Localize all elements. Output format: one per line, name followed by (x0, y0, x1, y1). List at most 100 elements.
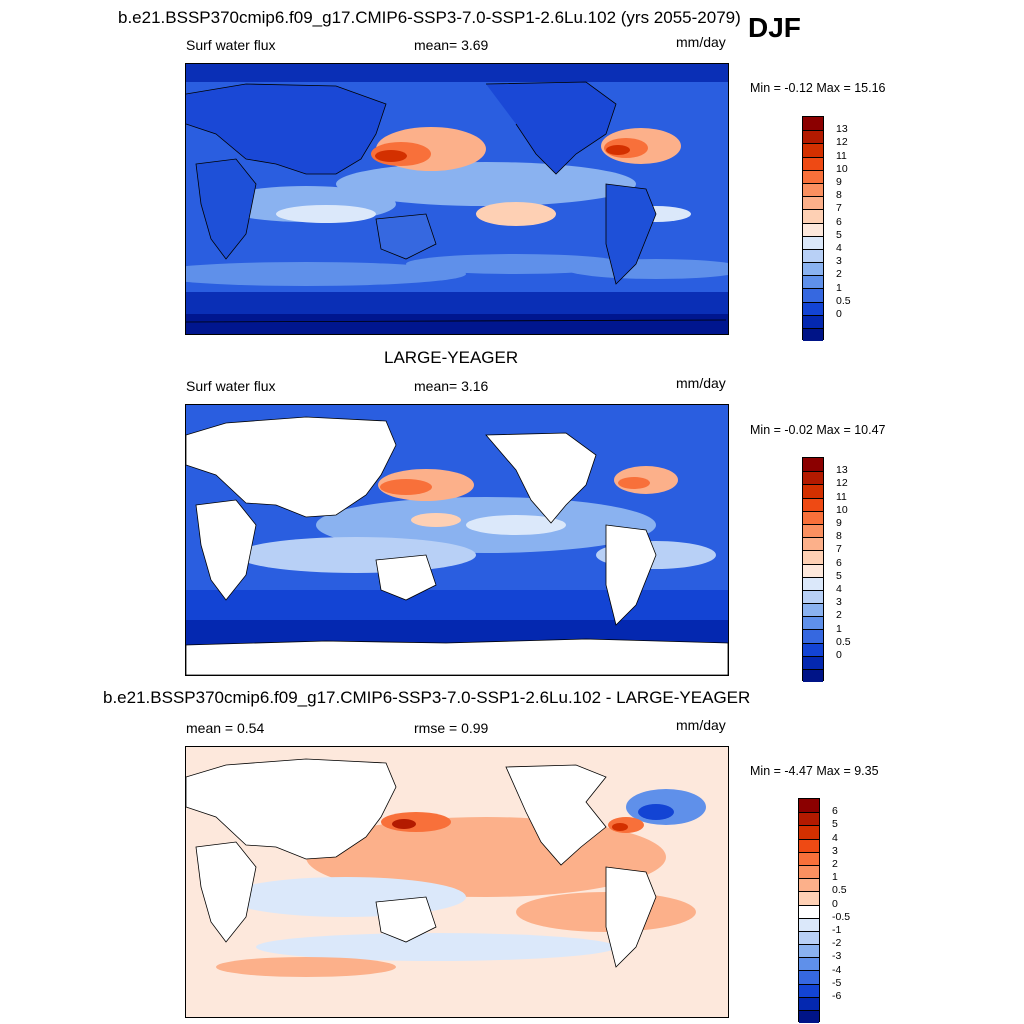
colorbar-tick-label: 3 (836, 596, 842, 609)
colorbar-tick-label: 2 (832, 858, 838, 870)
colorbar-segment (803, 603, 823, 617)
colorbar-segment (803, 262, 823, 276)
colorbar-segment (803, 156, 823, 170)
colorbar-segment (799, 930, 819, 945)
panel-3-mean-label: mean = 0.54 (186, 720, 265, 736)
colorbar-tick-label: -4 (832, 963, 842, 976)
colorbar-segment (803, 550, 823, 564)
colorbar-tick-label: 4 (832, 831, 838, 844)
colorbar-tick-label: 2 (836, 609, 842, 622)
colorbar-tick-label: 1 (836, 281, 842, 294)
colorbar-segment (803, 328, 823, 342)
colorbar-segment (799, 825, 819, 839)
colorbar-segment (803, 169, 823, 183)
panel-2-mean-label: mean= 3.16 (414, 378, 489, 394)
panel-1-map (185, 63, 729, 335)
colorbar-segment (803, 314, 823, 328)
colorbar-segment (799, 838, 819, 852)
colorbar-tick-label: 2 (836, 268, 842, 281)
colorbar-tick-label: 1 (832, 871, 838, 884)
panel-1-minmax-label: Min = -0.12 Max = 15.16 (750, 81, 886, 95)
colorbar-segment (803, 576, 823, 590)
colorbar-segment (799, 799, 819, 813)
colorbar-segment (803, 537, 823, 551)
colorbar-segment (799, 996, 819, 1010)
colorbar-tick-label: 4 (836, 242, 842, 254)
colorbar-tick-label: -2 (832, 937, 842, 950)
colorbar-tick-label: 13 (836, 464, 848, 477)
colorbar-tick-label: 0 (836, 649, 842, 661)
colorbar-segment (799, 957, 819, 971)
colorbar-tick-label: 0.5 (832, 884, 847, 897)
colorbar-segment (799, 983, 819, 997)
colorbar-tick-label: 1 (836, 622, 842, 635)
colorbar-tick-label: 5 (836, 569, 842, 582)
panel-1-title: b.e21.BSSP370cmip6.f09_g17.CMIP6-SSP3-7.… (118, 8, 741, 27)
panel-3-minmax-label: Min = -4.47 Max = 9.35 (750, 764, 879, 778)
panel-2-variable-label: Surf water flux (186, 378, 276, 394)
colorbar-tick-label: 6 (832, 805, 838, 818)
colorbar-segment (799, 878, 819, 892)
colorbar-segment (803, 616, 823, 630)
colorbar-segment (803, 301, 823, 315)
panel-2-unit-label: mm/day (676, 375, 726, 391)
colorbar-segment (803, 655, 823, 669)
panel-3-map (185, 746, 729, 1018)
season-label: DJF (748, 12, 801, 43)
panel-1-mean-label: mean= 3.69 (414, 37, 489, 53)
colorbar-segment (803, 143, 823, 157)
colorbar-segment (803, 117, 823, 131)
colorbar-tick-label: 3 (832, 844, 838, 857)
colorbar-segment (803, 563, 823, 577)
panel-3-rmse-label: rmse = 0.99 (414, 720, 489, 736)
colorbar-segment (803, 130, 823, 144)
panel-1-unit-label: mm/day (676, 34, 726, 50)
colorbar-tick-label: -0.5 (832, 910, 851, 923)
colorbar-tick-label: 10 (836, 162, 848, 175)
colorbar-tick-label: 8 (836, 530, 842, 543)
colorbar-tick-label: -5 (832, 976, 842, 989)
colorbar-tick-label: 4 (836, 583, 842, 595)
colorbar-segment (803, 222, 823, 236)
colorbar-segment (803, 288, 823, 302)
colorbar-tick-label: 0 (832, 897, 838, 910)
colorbar-tick-label: 12 (836, 136, 848, 149)
colorbar-tick-label: 5 (832, 818, 838, 831)
colorbar-tick-label: 13 (836, 123, 848, 136)
panel-1-variable-label: Surf water flux (186, 37, 276, 53)
colorbar-segment (803, 497, 823, 511)
colorbar-segment (803, 248, 823, 263)
colorbar-segment (803, 510, 823, 524)
colorbar-segment (803, 209, 823, 223)
panel-3-title: b.e21.BSSP370cmip6.f09_g17.CMIP6-SSP3-7.… (103, 688, 751, 707)
colorbar-tick-label: 5 (836, 228, 842, 241)
colorbar-segment (803, 458, 823, 472)
panel-2-colorbar-box (802, 457, 824, 683)
colorbar-tick-label: 9 (836, 517, 842, 529)
colorbar-tick-label: 12 (836, 477, 848, 490)
colorbar-segment (799, 851, 819, 865)
colorbar-segment (803, 523, 823, 538)
colorbar-tick-label: 0.5 (836, 635, 851, 648)
colorbar-segment (803, 235, 823, 249)
colorbar-tick-label: 6 (836, 556, 842, 569)
colorbar-segment (799, 1010, 819, 1024)
panel-2-minmax-label: Min = -0.02 Max = 10.47 (750, 423, 886, 437)
colorbar-segment (803, 196, 823, 210)
colorbar-segment (803, 182, 823, 197)
colorbar-tick-label: -3 (832, 950, 842, 963)
colorbar-tick-label: 11 (836, 149, 847, 162)
colorbar-tick-label: 9 (836, 176, 842, 188)
colorbar-tick-label: 11 (836, 490, 847, 503)
colorbar-tick-label: -6 (832, 990, 842, 1002)
panel-3-field (186, 747, 728, 1017)
colorbar-segment (799, 891, 819, 905)
colorbar-tick-label: -1 (832, 924, 842, 936)
colorbar-segment (799, 812, 819, 826)
colorbar-tick-label: 6 (836, 215, 842, 228)
colorbar-segment (803, 275, 823, 289)
colorbar-segment (803, 484, 823, 498)
colorbar-tick-label: 3 (836, 255, 842, 268)
colorbar-segment (803, 642, 823, 656)
colorbar-segment (803, 629, 823, 643)
